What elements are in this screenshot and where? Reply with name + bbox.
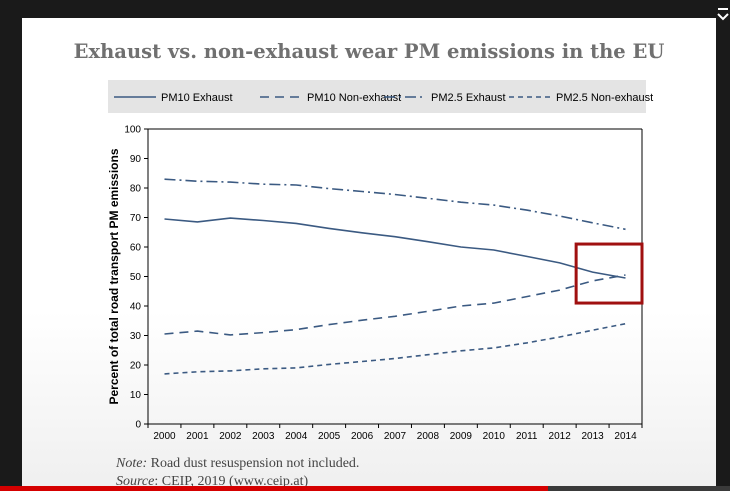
x-tick-label: 2010 [483, 431, 506, 442]
x-tick-label: 2012 [549, 431, 572, 442]
x-tick-label: 2013 [581, 431, 604, 442]
y-tick-label: 20 [130, 361, 142, 372]
y-tick-label: 80 [130, 184, 142, 195]
video-progress-fill [0, 486, 548, 491]
source-text: : CEIP, 2019 (www.ceip.at) [154, 474, 309, 489]
x-tick-label: 2000 [153, 431, 176, 442]
y-tick-label: 100 [124, 125, 141, 136]
chart: PM10 Exhaust PM10 Non-exhaust PM2.5 Exhaus… [107, 80, 653, 442]
legend-entry: PM10 Exhaust [161, 92, 233, 104]
y-tick-label: 90 [130, 154, 142, 165]
note-text: Road dust resuspension not included. [147, 456, 360, 471]
x-tick-label: 2003 [252, 431, 275, 442]
y-axis-label: Percent of total road transport PM emiss… [107, 148, 121, 404]
series-line-pm10-non-exhaust [164, 274, 626, 336]
x-tick-label: 2009 [450, 431, 473, 442]
legend-entry: PM2.5 Non-exhaust [556, 92, 653, 104]
y-tick-label: 40 [130, 302, 142, 313]
y-tick-label: 70 [130, 213, 142, 224]
chart-title: Exhaust vs. non-exhaust wear PM emission… [73, 40, 665, 63]
x-tick-label: 2014 [614, 431, 637, 442]
series-line-pm10-exhaust [164, 217, 626, 279]
note-line: Note: Road dust resuspension not include… [116, 455, 359, 473]
slide: Exhaust vs. non-exhaust wear PM emission… [22, 18, 716, 491]
y-tick-label: 10 [130, 390, 142, 401]
source-label: Source [116, 474, 155, 489]
source-line: Source: CEIP, 2019 (www.ceip.at) [116, 473, 359, 491]
chart-note: Note: Road dust resuspension not include… [116, 455, 359, 491]
y-tick-label: 60 [130, 243, 142, 254]
video-progress-bar[interactable] [0, 486, 730, 491]
x-tick-label: 2002 [219, 431, 242, 442]
y-tick-label: 0 [135, 420, 141, 431]
x-tick-label: 2008 [417, 431, 440, 442]
legend-entry: PM10 Non-exhaust [307, 92, 401, 104]
legend-entry: PM2.5 Exhaust [431, 92, 506, 104]
x-tick-label: 2006 [351, 431, 374, 442]
x-tick-label: 2011 [516, 431, 538, 442]
chevron-down-icon[interactable] [716, 6, 730, 26]
note-label: Note: [116, 456, 148, 471]
highlight-box [574, 242, 644, 305]
x-tick-label: 2005 [318, 431, 341, 442]
series-line-pm2-5-exhaust [164, 178, 626, 231]
x-tick-label: 2007 [384, 431, 407, 442]
y-tick-label: 50 [130, 272, 142, 283]
series-line-pm2-5-non-exhaust [164, 322, 626, 375]
x-tick-label: 2004 [285, 431, 308, 442]
legend [108, 80, 646, 113]
y-tick-label: 30 [130, 331, 142, 342]
x-tick-label: 2001 [186, 431, 209, 442]
